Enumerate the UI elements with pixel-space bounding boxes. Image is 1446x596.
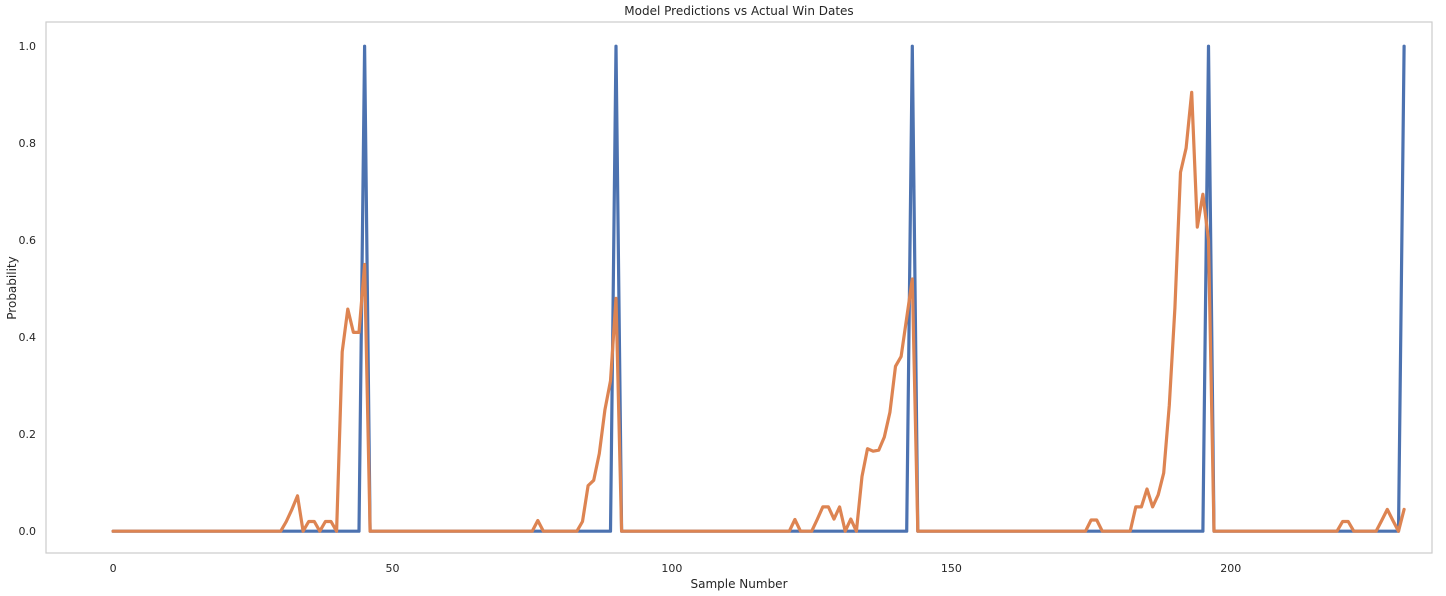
- series-lines: [111, 44, 1406, 533]
- x-tick-label: 50: [386, 562, 400, 575]
- y-tick-label: 0.8: [19, 137, 37, 150]
- x-tick-label: 100: [661, 562, 682, 575]
- y-tick-label: 0.0: [19, 525, 37, 538]
- x-tick-label: 150: [941, 562, 962, 575]
- series-line-2: [111, 90, 1406, 533]
- x-tick-label: 0: [110, 562, 117, 575]
- x-axis-label: Sample Number: [690, 577, 787, 591]
- y-tick-label: 0.2: [19, 428, 37, 441]
- y-tick-label: 0.4: [19, 331, 37, 344]
- y-axis-label: Probability: [5, 256, 19, 319]
- y-tick-label: 0.6: [19, 234, 37, 247]
- chart-title: Model Predictions vs Actual Win Dates: [624, 4, 853, 18]
- y-tick-labels: 0.0 0.2 0.4 0.6 0.8 1.0: [19, 40, 37, 538]
- x-tick-labels: 0 50 100 150 200: [110, 562, 1242, 575]
- plot-frame: [45, 21, 1433, 554]
- y-tick-label: 1.0: [19, 40, 37, 53]
- x-tick-label: 200: [1220, 562, 1241, 575]
